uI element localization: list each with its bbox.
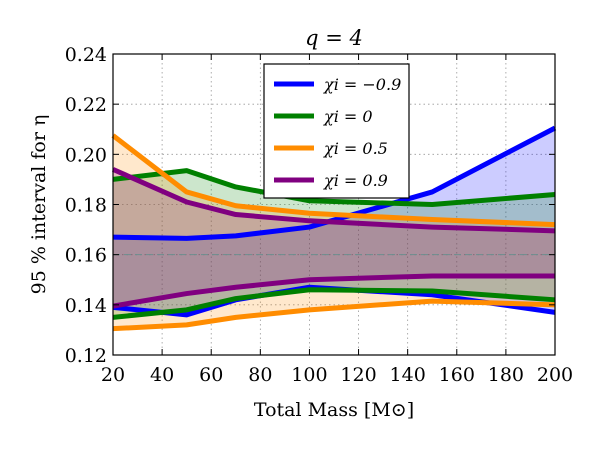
legend-label-1: χi = 0 <box>323 107 373 126</box>
legend: χi = −0.9 χi = 0 χi = 0.5 χi = 0.9 <box>263 63 410 199</box>
series-1-lower-line <box>112 287 556 320</box>
legend-items: χi = −0.9 χi = 0 χi = 0.5 χi = 0.9 <box>274 75 401 190</box>
band-lines <box>111 125 557 332</box>
y-axis-label: 95 % interval for η <box>28 115 50 295</box>
x-tick-label: 200 <box>537 364 573 386</box>
y-tick-label: 0.22 <box>65 94 107 116</box>
x-tick-label: 140 <box>390 364 426 386</box>
series-3-lower-line <box>112 273 555 309</box>
legend-label-2: χi = 0.5 <box>323 139 388 158</box>
y-tick-label: 0.16 <box>65 245 107 267</box>
x-axis-label: Total Mass [M⊙] <box>254 399 414 421</box>
chart-title: q = 4 <box>305 26 363 50</box>
x-tick-label: 100 <box>291 364 327 386</box>
legend-label-3: χi = 0.9 <box>323 171 388 190</box>
x-tick-label: 160 <box>439 364 475 386</box>
y-tick-label: 0.24 <box>65 44 107 66</box>
x-tick-label: 40 <box>150 364 174 386</box>
band-fill-1 <box>113 170 555 318</box>
x-tick-label: 120 <box>340 364 376 386</box>
series-2-lower-line <box>112 298 556 332</box>
y-tick-label: 0.14 <box>65 295 107 317</box>
x-tick-label: 60 <box>199 364 223 386</box>
series-0-upper-line <box>112 125 557 241</box>
series-3-upper-line <box>111 167 556 234</box>
y-tick-label: 0.12 <box>65 345 107 367</box>
series-2-upper-line <box>111 133 556 228</box>
x-tick-label: 20 <box>101 364 125 386</box>
x-tick-label: 180 <box>488 364 524 386</box>
legend-label-0: χi = −0.9 <box>323 75 401 94</box>
band-fill-3 <box>113 169 555 307</box>
y-tick-label: 0.20 <box>65 144 107 166</box>
axis-ticks: 20 40 60 80 100 120 140 160 180 200 0.12 0.14 0.16 0.… <box>65 44 573 386</box>
y-tick-label: 0.18 <box>65 195 107 217</box>
band-fill-2 <box>113 135 555 329</box>
x-tick-label: 80 <box>248 364 272 386</box>
